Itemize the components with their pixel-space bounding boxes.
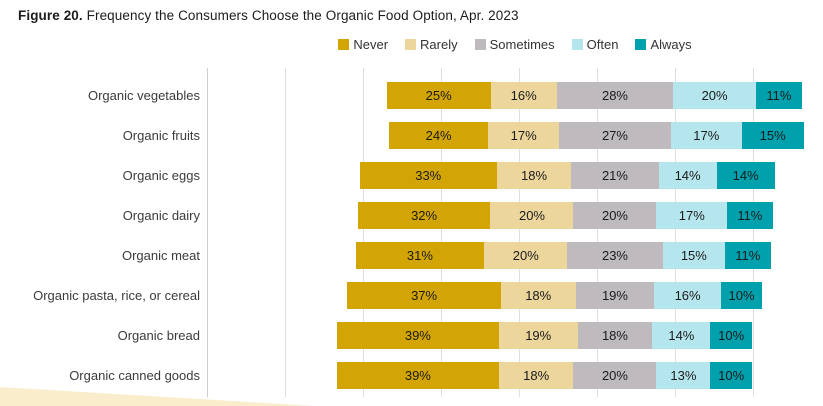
bar-segment-never: 24% — [388, 122, 489, 149]
bar-row: 39% 19% 18% 14% 10% — [336, 322, 752, 349]
bar-segment-always: 14% — [716, 162, 775, 189]
bar-segment-often: 20% — [673, 82, 757, 109]
bar-segment-never: 32% — [357, 202, 491, 229]
category-label: Organic dairy — [122, 208, 200, 223]
bar-row: 24% 17% 27% 17% 15% — [388, 122, 804, 149]
bar-segment-always: 10% — [710, 322, 752, 349]
bar-segment-always: 11% — [724, 242, 771, 269]
category-label: Organic fruits — [122, 128, 200, 143]
bar-row: 33% 18% 21% 14% 14% — [359, 162, 775, 189]
gridline — [597, 68, 598, 397]
legend-swatch-icon — [405, 38, 417, 50]
bar-segment-never: 39% — [336, 362, 499, 389]
bar-segment-always: 10% — [720, 282, 763, 309]
bar-segment-sometimes: 20% — [573, 202, 657, 229]
gridline — [519, 68, 520, 397]
figure-number: Figure 20. — [18, 8, 87, 23]
legend-swatch-icon — [635, 38, 647, 50]
gridline — [441, 68, 442, 397]
figure-caption: Frequency the Consumers Choose the Organ… — [86, 8, 519, 23]
category-label: Organic eggs — [122, 168, 200, 183]
legend-label: Always — [650, 36, 692, 52]
category-label: Organic pasta, rice, or cereal — [33, 288, 200, 303]
bar-segment-sometimes: 19% — [575, 282, 655, 309]
bar-segment-often: 14% — [652, 322, 711, 349]
bar-segment-never: 37% — [347, 282, 501, 309]
legend-item-always: Always — [635, 36, 692, 52]
bar-segment-rarely: 18% — [496, 162, 572, 189]
legend-swatch-icon — [338, 38, 350, 50]
bar-row: 32% 20% 20% 17% 11% — [357, 202, 773, 229]
bar-row: 25% 16% 28% 20% 11% — [386, 82, 802, 109]
gridline — [285, 68, 286, 397]
legend-label: Never — [353, 36, 389, 52]
bar-segment-never: 33% — [359, 162, 497, 189]
category-label: Organic vegetables — [87, 88, 200, 103]
bar-segment-always: 11% — [756, 82, 802, 109]
bar-segment-always: 10% — [710, 362, 752, 389]
bar-segment-rarely: 20% — [490, 202, 574, 229]
bar-segment-rarely: 18% — [498, 362, 574, 389]
bar-segment-never: 31% — [355, 242, 485, 269]
chart-legend: Never Rarely Sometimes Often Always — [207, 36, 823, 52]
bar-segment-often: 13% — [656, 362, 711, 389]
bar-segment-never: 25% — [386, 82, 491, 109]
legend-label: Sometimes — [489, 36, 555, 52]
legend-label: Rarely — [420, 36, 458, 52]
gridline — [753, 68, 754, 397]
bar-segment-often: 15% — [662, 242, 725, 269]
bar-segment-always: 11% — [727, 202, 773, 229]
bar-segment-often: 16% — [654, 282, 721, 309]
category-label: Organic canned goods — [69, 368, 200, 383]
bar-segment-often: 14% — [658, 162, 717, 189]
bar-segment-rarely: 18% — [500, 282, 576, 309]
legend-swatch-icon — [474, 38, 486, 50]
legend-label: Often — [586, 36, 619, 52]
gridline — [207, 68, 208, 397]
bar-segment-never: 39% — [336, 322, 499, 349]
bar-segment-rarely: 16% — [490, 82, 557, 109]
bar-segment-sometimes: 20% — [573, 362, 657, 389]
gridline — [675, 68, 676, 397]
bar-segment-sometimes: 21% — [571, 162, 659, 189]
legend-item-sometimes: Sometimes — [474, 36, 555, 52]
legend-item-often: Often — [571, 36, 619, 52]
bar-segment-sometimes: 28% — [556, 82, 674, 109]
bar-segment-rarely: 17% — [488, 122, 559, 149]
category-label: Organic meat — [121, 248, 200, 263]
bar-segment-sometimes: 18% — [577, 322, 653, 349]
bar-row: 37% 18% 19% 16% 10% — [347, 282, 763, 309]
bar-segment-sometimes: 23% — [567, 242, 663, 269]
bar-segment-always: 15% — [741, 122, 804, 149]
gridline — [363, 68, 364, 397]
legend-item-rarely: Rarely — [405, 37, 458, 52]
bar-row: 39% 18% 20% 13% 10% — [336, 362, 752, 389]
legend-item-never: Never — [338, 37, 388, 52]
figure-title: Figure 20. Frequency the Consumers Choos… — [18, 8, 519, 23]
category-label: Organic bread — [117, 328, 200, 343]
bar-row: 31% 20% 23% 15% 11% — [355, 242, 771, 269]
bar-segment-often: 17% — [656, 202, 728, 229]
legend-swatch-icon — [571, 38, 583, 50]
bar-segment-often: 17% — [671, 122, 742, 149]
bar-segment-rarely: 19% — [498, 322, 578, 349]
bar-segment-sometimes: 27% — [558, 122, 671, 149]
bar-segment-rarely: 20% — [484, 242, 568, 269]
